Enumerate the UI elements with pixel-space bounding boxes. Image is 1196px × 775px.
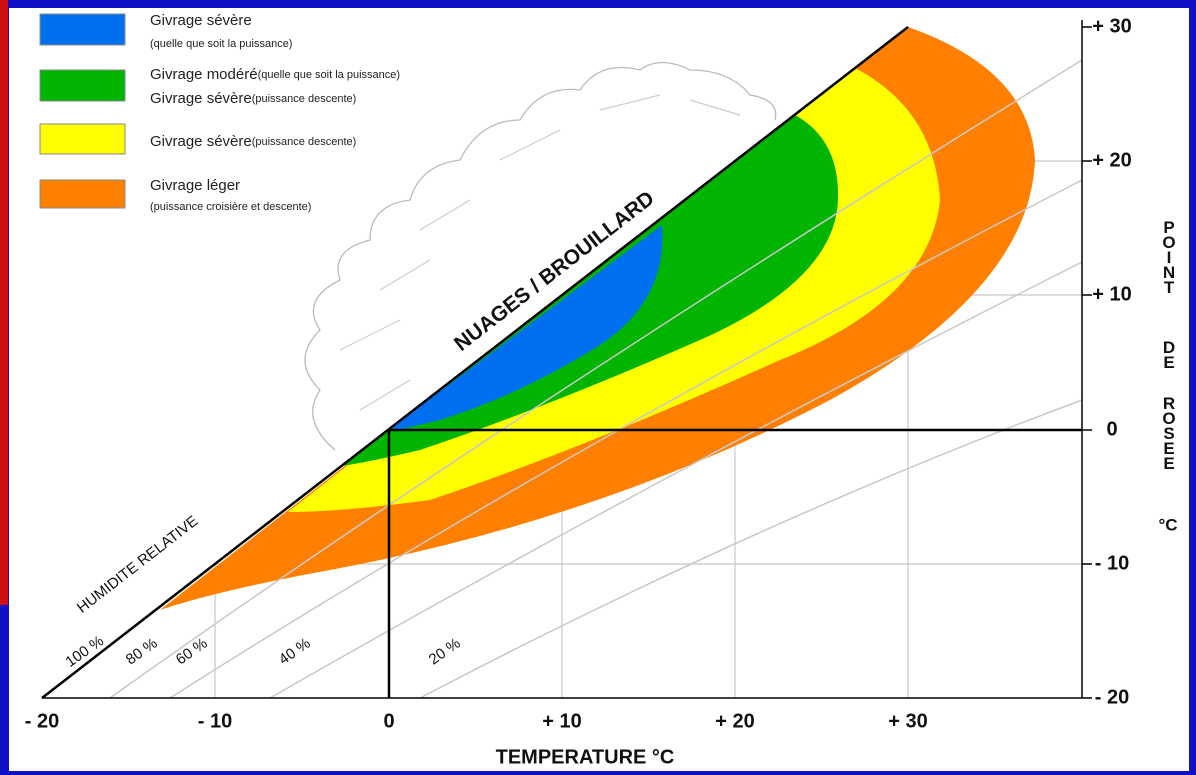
legend-title: Givrage sévère(puissance descente): [150, 133, 356, 150]
x-tick-label: + 30: [888, 710, 927, 732]
y-axis-title: ROSEE: [1160, 394, 1179, 469]
y-tick-label: + 10: [1092, 283, 1131, 305]
legend-swatch: [39, 123, 126, 155]
y-axis-title: POINT: [1160, 218, 1179, 293]
y-tick-label: 0: [1106, 418, 1117, 440]
humidity-line: [169, 179, 1083, 699]
legend-title: Givrage modéré(quelle que soit la puissa…: [150, 66, 400, 83]
side-strip: [0, 0, 8, 605]
humidity-line: [109, 59, 1083, 699]
x-axis-title: TEMPERATURE °C: [496, 746, 675, 768]
x-tick-label: + 10: [542, 710, 581, 732]
x-tick-label: - 10: [198, 710, 232, 732]
y-tick-label: - 20: [1095, 686, 1129, 708]
cloud-strokes: [339, 94, 741, 411]
y-axis-unit: °C: [1158, 515, 1177, 534]
legend-swatch: [39, 13, 126, 46]
x-tick-label: - 20: [25, 710, 59, 732]
legend-note: (quelle que soit la puissance): [150, 38, 292, 50]
humidity-line: [419, 399, 1083, 699]
x-tick-label: + 20: [715, 710, 754, 732]
y-axis-title: DE: [1160, 338, 1179, 368]
legend-title: Givrage sévère: [150, 90, 252, 107]
legend-swatch: [39, 179, 126, 209]
y-tick-marks: [1082, 26, 1092, 699]
legend-title: Givrage sévère: [150, 133, 252, 150]
legend-note: (puissance croisière et descente): [150, 201, 311, 213]
severe-region: [387, 225, 663, 431]
legend-title: Givrage léger: [150, 177, 240, 194]
legend-title: Givrage sévère: [150, 12, 252, 29]
legend-note: (puissance descente): [252, 136, 357, 148]
y-tick-label: + 30: [1092, 15, 1131, 37]
legend-swatch: [39, 69, 126, 102]
humidity-line: [269, 261, 1083, 699]
cloud-outline: [304, 61, 777, 451]
legend-title: Givrage sévère(puissance descente): [150, 90, 356, 107]
legend-title: Givrage modéré: [150, 66, 258, 83]
y-tick-label: + 20: [1092, 149, 1131, 171]
legend-note: (puissance descente): [252, 93, 357, 105]
saturation-line: [41, 26, 909, 699]
legend-note: (quelle que soit la puissance): [258, 69, 400, 81]
x-tick-label: 0: [383, 710, 394, 732]
y-tick-label: - 10: [1095, 552, 1129, 574]
